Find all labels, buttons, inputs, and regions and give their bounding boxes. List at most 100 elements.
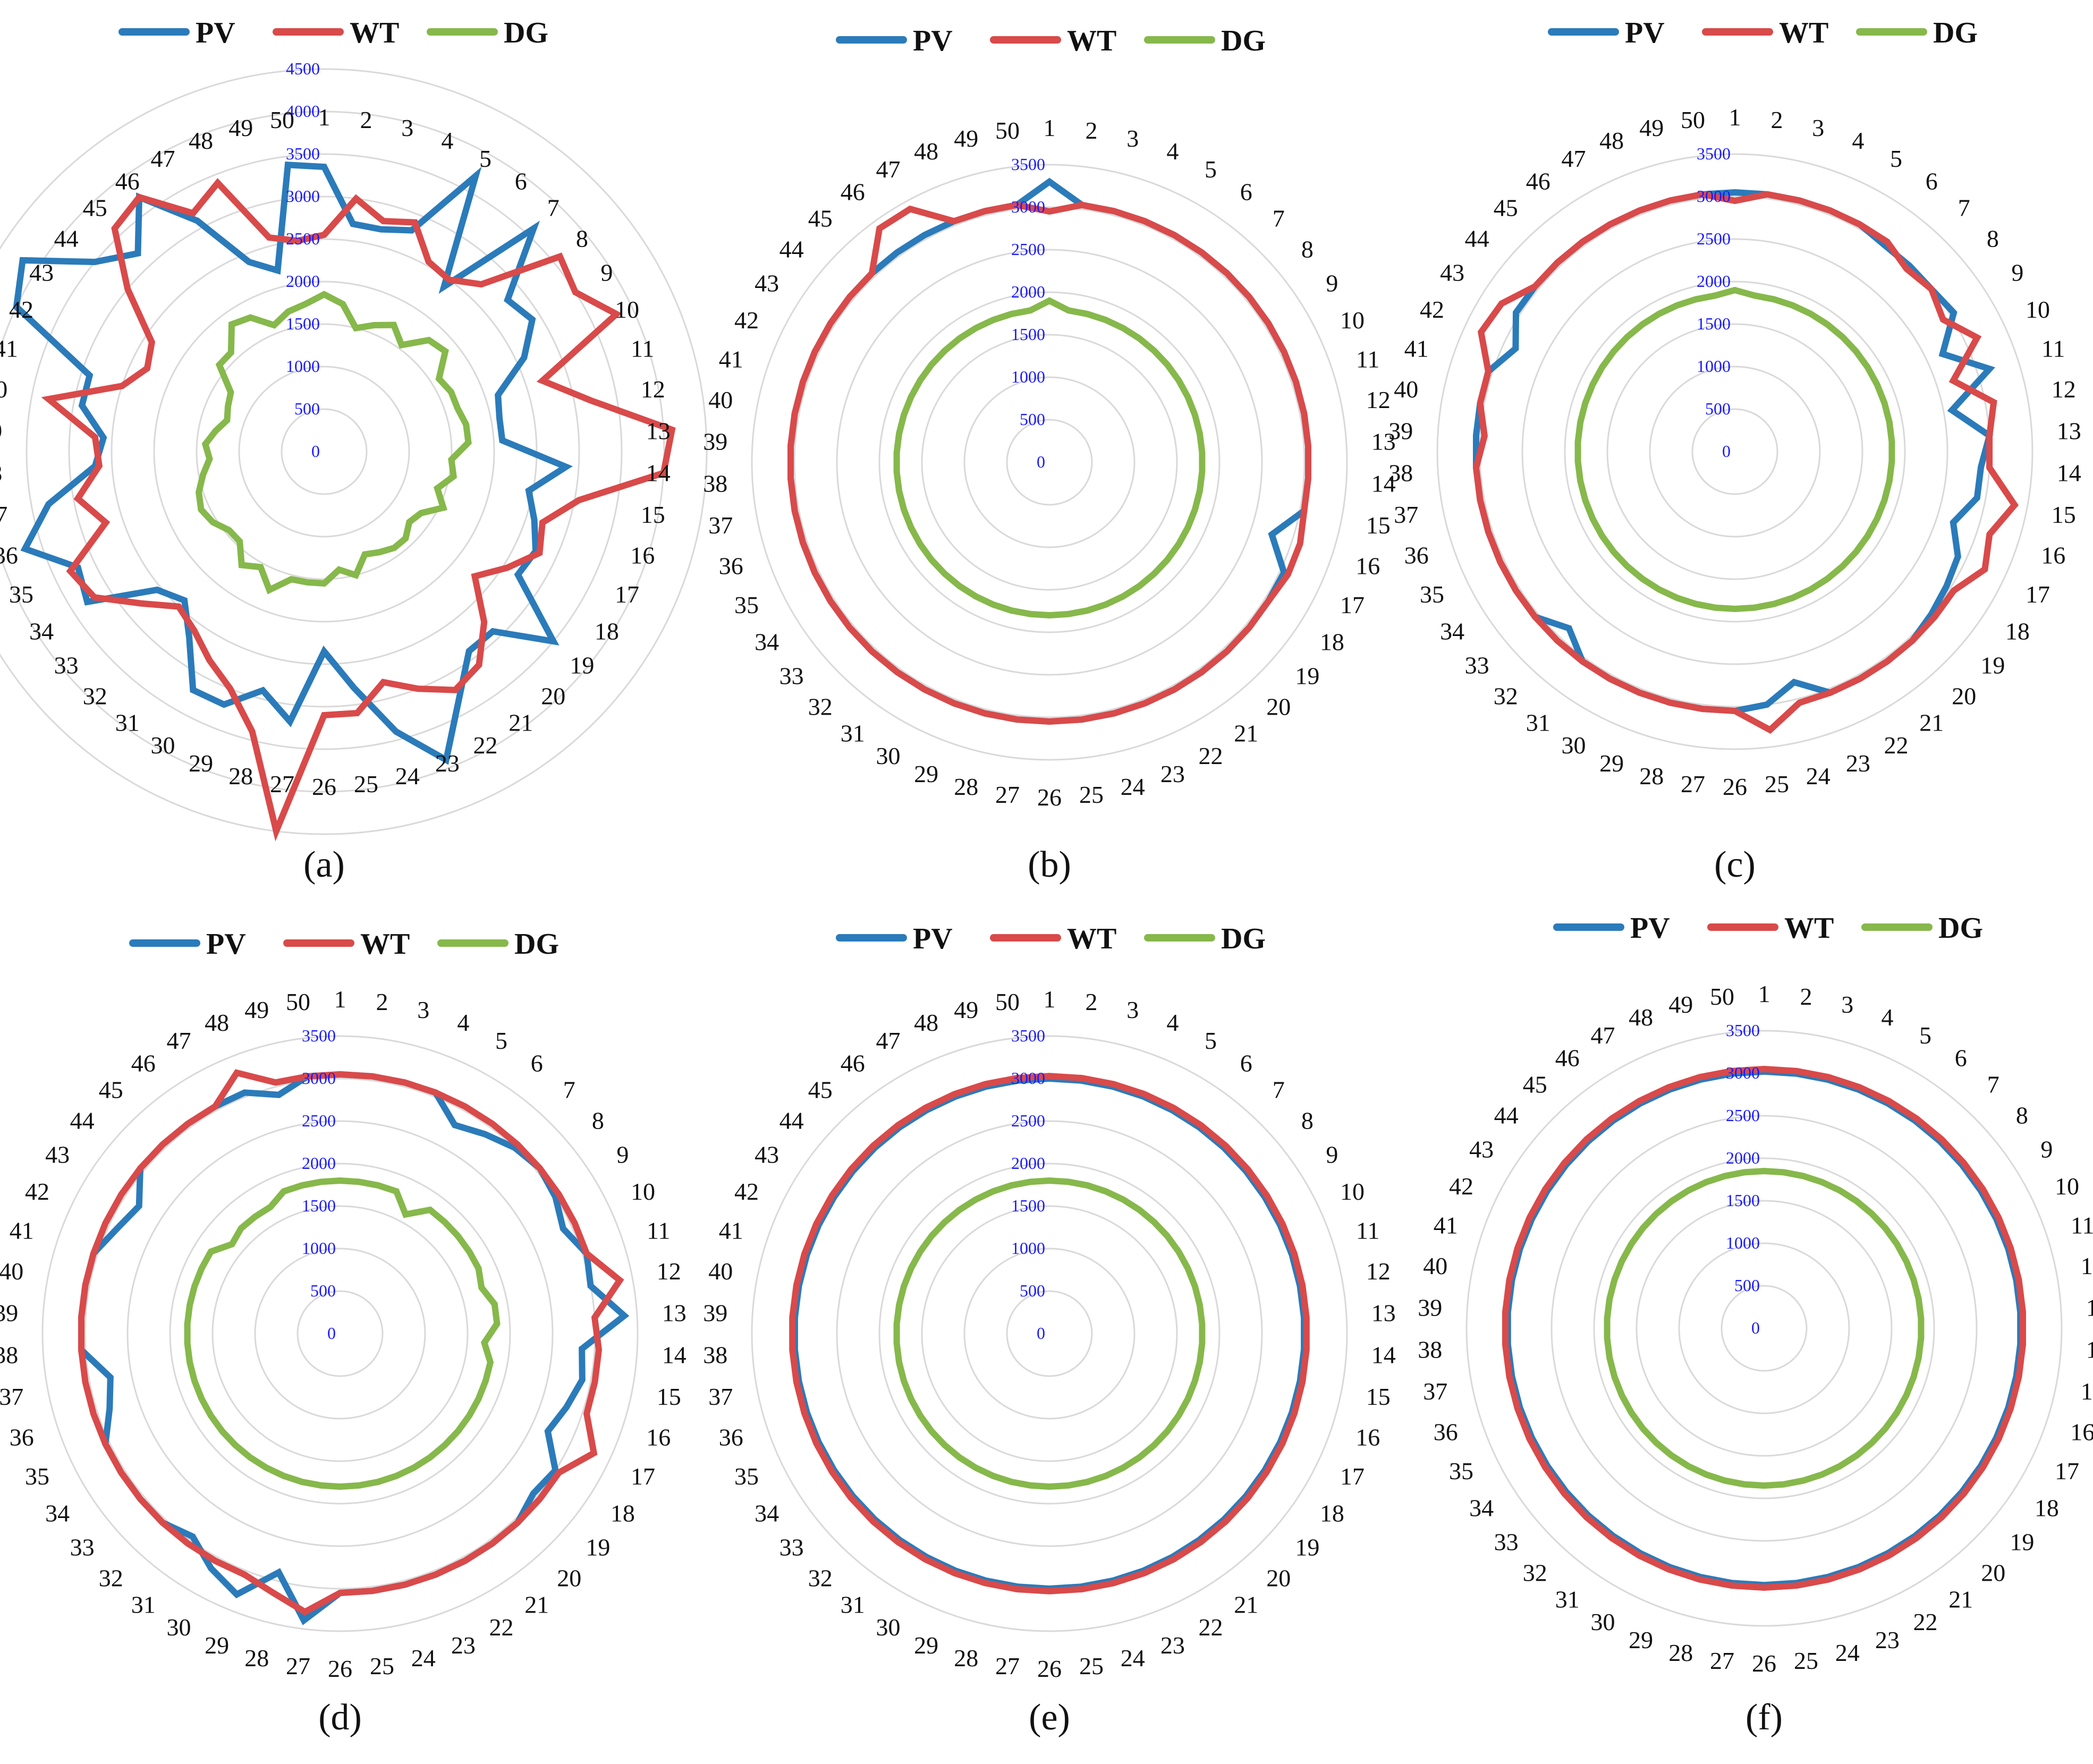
category-label: 5 bbox=[479, 145, 492, 172]
category-label: 5 bbox=[1890, 145, 1902, 172]
legend: PV WT DG bbox=[836, 922, 1266, 955]
category-label: 29 bbox=[205, 1632, 229, 1659]
category-label: 23 bbox=[451, 1632, 476, 1659]
category-label: 47 bbox=[167, 1027, 191, 1054]
series-dg-line bbox=[196, 291, 472, 595]
category-label: 12 bbox=[2052, 376, 2076, 403]
category-label: 45 bbox=[1494, 194, 1518, 222]
grid-ring bbox=[0, 111, 665, 793]
tick-label: 0 bbox=[327, 1324, 336, 1343]
category-label: 7 bbox=[547, 194, 560, 222]
category-label: 25 bbox=[354, 770, 378, 798]
category-label: 46 bbox=[841, 178, 865, 205]
category-label: 36 bbox=[719, 553, 743, 580]
tick-label: 1000 bbox=[1011, 367, 1045, 386]
category-label: 18 bbox=[1320, 629, 1344, 656]
category-label: 36 bbox=[719, 1424, 743, 1451]
category-label: 32 bbox=[99, 1564, 123, 1591]
category-label: 42 bbox=[734, 1178, 759, 1205]
category-label: 25 bbox=[1079, 781, 1104, 808]
category-label: 28 bbox=[244, 1644, 269, 1672]
category-label: 17 bbox=[631, 1463, 655, 1490]
category-label: 50 bbox=[286, 988, 310, 1015]
category-label: 33 bbox=[54, 652, 79, 679]
category-label: 35 bbox=[1449, 1457, 1473, 1485]
category-label: 23 bbox=[1160, 1632, 1185, 1659]
category-label: 26 bbox=[1723, 773, 1747, 800]
category-label: 9 bbox=[600, 259, 613, 286]
category-label: 44 bbox=[1494, 1101, 1519, 1129]
tick-label: 4500 bbox=[286, 59, 320, 78]
panel-label: (c) bbox=[1714, 844, 1756, 885]
category-label: 23 bbox=[435, 750, 460, 777]
category-label: 23 bbox=[1846, 750, 1870, 777]
category-label: 13 bbox=[646, 417, 671, 444]
tick-label: 500 bbox=[1020, 1281, 1045, 1300]
category-label: 37 bbox=[0, 501, 7, 528]
category-label: 32 bbox=[808, 1564, 833, 1591]
category-label: 30 bbox=[876, 1614, 901, 1641]
category-label: 2 bbox=[1086, 988, 1098, 1015]
category-label: 28 bbox=[954, 1644, 978, 1672]
category-label: 38 bbox=[703, 470, 727, 497]
grid-ring bbox=[1436, 153, 2033, 750]
tick-label: 0 bbox=[1037, 452, 1045, 471]
category-label: 11 bbox=[631, 335, 654, 362]
category-label: 35 bbox=[734, 591, 759, 618]
tick-label: 3000 bbox=[302, 1068, 336, 1088]
category-label: 13 bbox=[662, 1299, 687, 1326]
category-label: 37 bbox=[1423, 1378, 1447, 1405]
category-label: 1 bbox=[318, 104, 331, 131]
legend: PV WT DG bbox=[118, 16, 548, 49]
category-label: 50 bbox=[1710, 983, 1734, 1010]
series-pv-line bbox=[13, 161, 573, 765]
legend-label-pv: PV bbox=[913, 24, 953, 57]
category-label: 36 bbox=[0, 542, 18, 569]
series-dg-line bbox=[1604, 1167, 1925, 1489]
category-label: 39 bbox=[703, 428, 727, 455]
category-label: 39 bbox=[703, 1299, 727, 1326]
category-label: 29 bbox=[1599, 750, 1624, 777]
category-label: 6 bbox=[1240, 1049, 1252, 1076]
category-label: 38 bbox=[1388, 460, 1413, 487]
category-label: 44 bbox=[779, 1107, 804, 1134]
category-label: 2 bbox=[1800, 983, 1812, 1010]
category-label: 5 bbox=[1205, 156, 1217, 183]
tick-label: 1000 bbox=[1011, 1239, 1045, 1258]
legend-label-dg: DG bbox=[1221, 922, 1266, 955]
category-label: 12 bbox=[657, 1258, 681, 1285]
category-label: 7 bbox=[1273, 1076, 1285, 1104]
category-label: 16 bbox=[646, 1424, 671, 1451]
tick-label: 3000 bbox=[1697, 186, 1731, 206]
legend-label-wt: WT bbox=[1067, 24, 1116, 57]
category-label: 47 bbox=[876, 1027, 901, 1054]
category-label: 15 bbox=[657, 1383, 681, 1410]
category-label: 34 bbox=[755, 1500, 779, 1527]
category-label: 13 bbox=[2057, 417, 2081, 444]
category-label: 45 bbox=[99, 1076, 123, 1104]
category-label: 42 bbox=[9, 296, 33, 323]
category-label: 25 bbox=[370, 1652, 394, 1680]
category-label: 14 bbox=[1371, 1342, 1396, 1369]
grid-ring bbox=[1721, 1285, 1808, 1372]
tick-label: 1500 bbox=[1697, 314, 1731, 333]
grid-ring bbox=[84, 1078, 596, 1590]
category-label: 11 bbox=[1356, 1217, 1379, 1244]
category-label: 48 bbox=[1629, 1004, 1653, 1031]
category-label: 34 bbox=[1440, 618, 1464, 645]
category-label: 31 bbox=[115, 709, 140, 736]
category-label: 17 bbox=[1340, 1463, 1365, 1490]
tick-label: 500 bbox=[1020, 410, 1045, 429]
category-label: 20 bbox=[1266, 693, 1291, 720]
category-label: 20 bbox=[557, 1564, 581, 1591]
category-label: 21 bbox=[1234, 720, 1258, 747]
category-label: 22 bbox=[1199, 1614, 1223, 1641]
category-label: 16 bbox=[1355, 553, 1380, 580]
category-label: 18 bbox=[2005, 618, 2030, 645]
legend-label-dg: DG bbox=[514, 928, 559, 961]
category-label: 5 bbox=[1919, 1022, 1931, 1049]
category-label: 50 bbox=[270, 106, 294, 133]
category-label: 14 bbox=[2086, 1336, 2093, 1363]
